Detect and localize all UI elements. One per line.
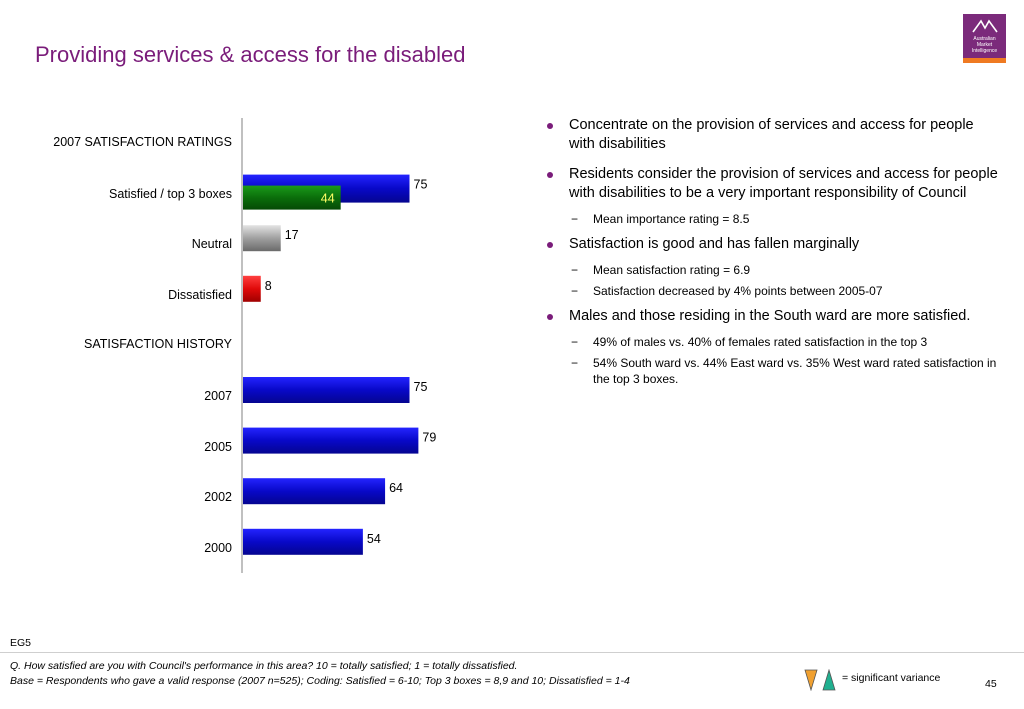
findings-list: Concentrate on the provision of services… bbox=[545, 116, 1000, 395]
footer-divider bbox=[0, 652, 1024, 653]
category-label: 2000 bbox=[204, 540, 232, 555]
logo-mark-icon bbox=[972, 19, 998, 33]
dash-icon: − bbox=[571, 356, 579, 370]
category-label: 2002 bbox=[204, 490, 232, 505]
bar-value-label: 75 bbox=[414, 380, 428, 394]
bar-value-label: 54 bbox=[367, 532, 381, 546]
bullet-text: Concentrate on the provision of services… bbox=[569, 117, 974, 152]
sub-bullet-point: −49% of males vs. 40% of females rated s… bbox=[545, 334, 1000, 350]
bullet-dot-icon bbox=[547, 172, 553, 178]
bar-value-label: 8 bbox=[265, 279, 272, 293]
sub-bullet-point: − Mean satisfaction rating = 6.9 bbox=[545, 262, 1000, 278]
company-logo bbox=[963, 14, 1006, 62]
sub-bullet-text: Mean satisfaction rating = 6.9 bbox=[593, 263, 751, 277]
bar-value-label: 64 bbox=[389, 481, 403, 495]
bar-dissatisfied-red bbox=[243, 275, 261, 302]
bullet-text: Males and those residing in the South wa… bbox=[569, 308, 971, 324]
sub-bullet-point: − Satisfaction decreased by 4% points bet… bbox=[545, 283, 1000, 299]
bar-2007-blue bbox=[243, 377, 410, 403]
bullet-dot-icon bbox=[547, 123, 553, 129]
bar-neutral-grey bbox=[243, 225, 281, 252]
bar-satisfied-top-3-boxes-green bbox=[243, 185, 341, 210]
bar-2005-blue bbox=[243, 427, 419, 454]
sub-bullet-point: − Mean importance rating = 8.5 bbox=[545, 211, 1000, 227]
section-header-label: SATISFACTION HISTORY bbox=[84, 337, 232, 352]
bullet-point: Residents consider the provision of serv… bbox=[545, 165, 1000, 203]
category-label: Satisfied / top 3 boxes bbox=[109, 186, 232, 201]
base-note: Base = Respondents who gave a valid resp… bbox=[10, 675, 630, 687]
page-number: 45 bbox=[985, 678, 997, 690]
dash-icon: − bbox=[571, 263, 579, 277]
dash-icon: − bbox=[571, 335, 579, 349]
bar-2000-blue bbox=[243, 528, 363, 555]
category-label: 2005 bbox=[204, 439, 232, 454]
bar-value-label: 17 bbox=[285, 228, 299, 242]
slide-code: EG5 bbox=[10, 637, 32, 649]
sub-bullet-text: Satisfaction decreased by 4% points betw… bbox=[593, 284, 883, 298]
bullet-text: Satisfaction is good and has fallen marg… bbox=[569, 236, 860, 252]
category-label: 2007 bbox=[204, 389, 232, 403]
bullet-dot-icon bbox=[547, 242, 553, 248]
sub-bullet-text: Mean importance rating = 8.5 bbox=[593, 212, 750, 226]
logo-text: Australian Market Intelligence bbox=[971, 36, 998, 54]
bullet-dot-icon bbox=[547, 314, 553, 320]
bar-2002-blue bbox=[243, 478, 386, 505]
sub-bullet-point: −54% South ward vs. 44% East ward vs. 35… bbox=[545, 355, 1000, 387]
significant-decrease-icon bbox=[804, 669, 818, 691]
category-label: Neutral bbox=[191, 237, 232, 252]
question-note: Q. How satisfied are you with Council's … bbox=[10, 660, 518, 672]
bar-value-label: 79 bbox=[422, 431, 436, 445]
sub-bullet-text: 49% of males vs. 40% of females rated sa… bbox=[593, 335, 928, 349]
dash-icon: − bbox=[571, 212, 579, 226]
bullet-point: Males and those residing in the South wa… bbox=[545, 307, 1000, 326]
satisfaction-bar-chart: 75 44 17 8 75 79 64 54 bbox=[241, 118, 436, 573]
bar-value-label: 75 bbox=[414, 178, 428, 192]
logo-accent-bar bbox=[963, 58, 1006, 63]
page-title: Providing services & access for the disa… bbox=[35, 42, 466, 67]
bar-value-label: 44 bbox=[321, 192, 335, 206]
sub-bullet-text: 54% South ward vs. 44% East ward vs. 35%… bbox=[593, 356, 997, 386]
dash-icon: − bbox=[571, 284, 579, 298]
bullet-point: Satisfaction is good and has fallen marg… bbox=[545, 235, 1000, 254]
bullet-text: Residents consider the provision of serv… bbox=[569, 166, 998, 201]
section-header-label: 2007 SATISFACTION RATINGS bbox=[53, 135, 232, 149]
legend-label: = significant variance bbox=[842, 672, 941, 684]
significant-increase-icon bbox=[822, 669, 836, 691]
category-label: Dissatisfied bbox=[168, 287, 232, 302]
bullet-point: Concentrate on the provision of services… bbox=[545, 116, 1000, 154]
